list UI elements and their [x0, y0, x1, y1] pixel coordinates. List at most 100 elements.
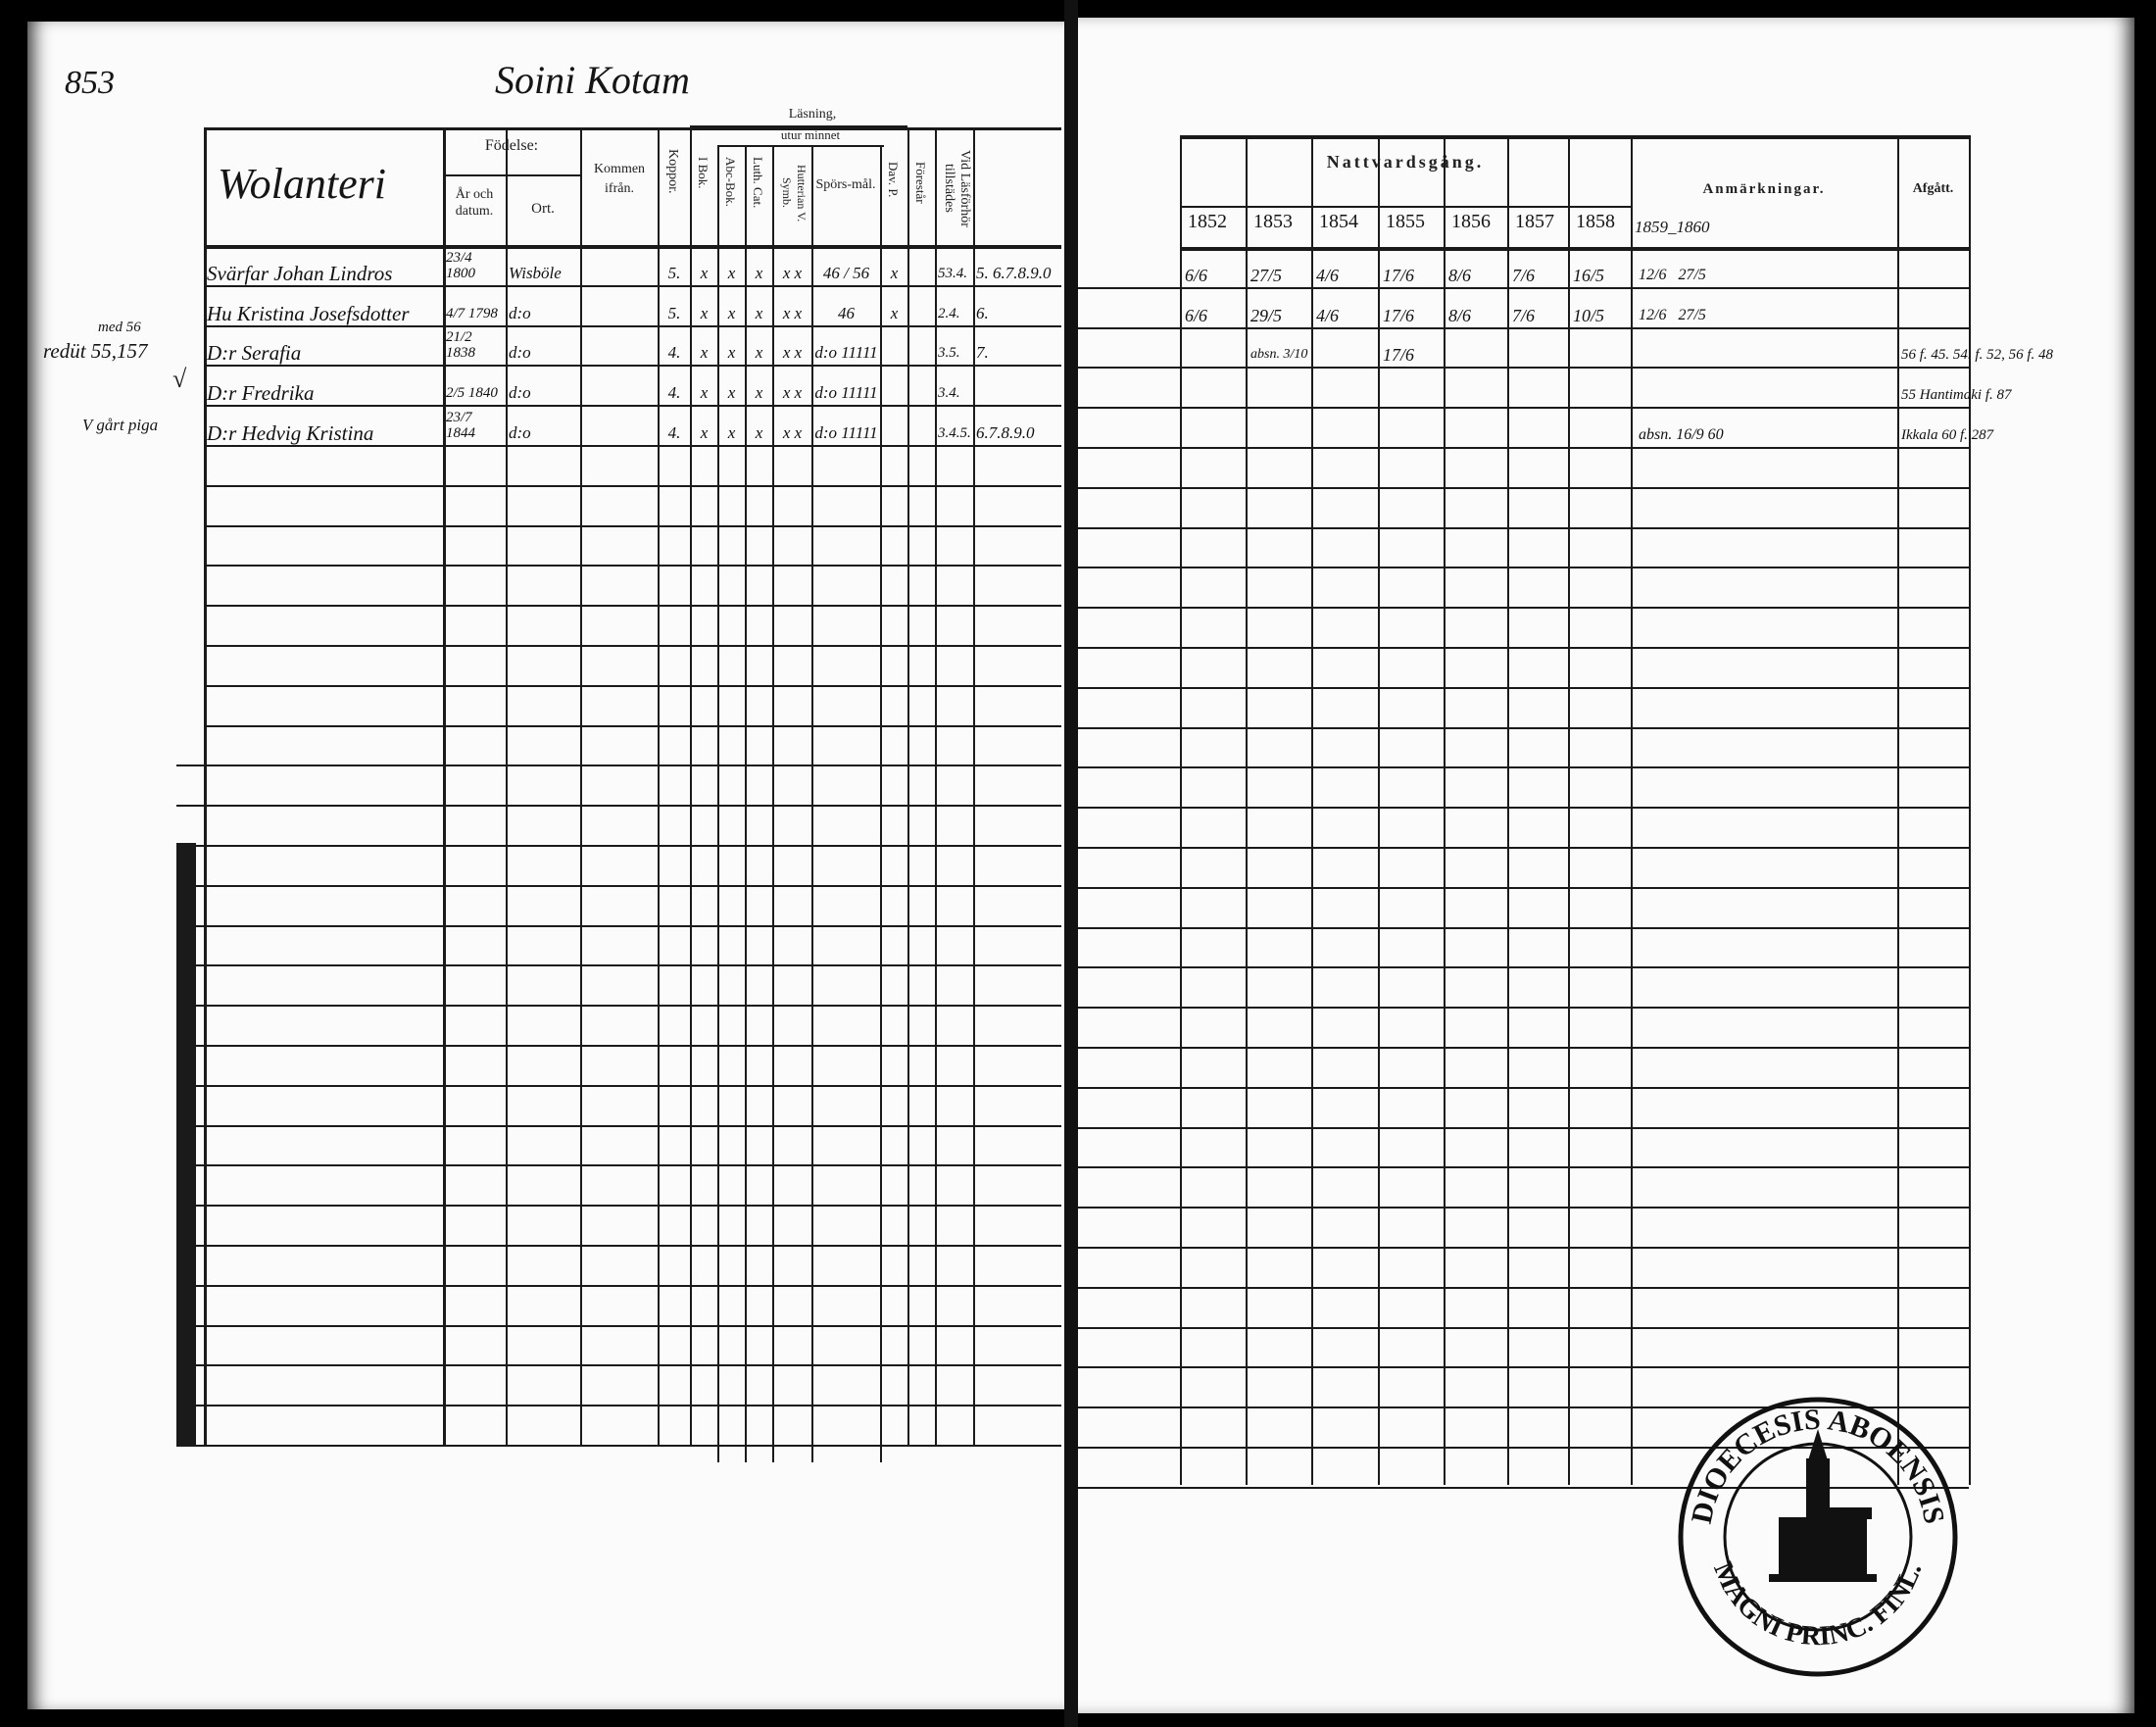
rule-line	[176, 884, 1061, 887]
abc-bok-cell: x	[727, 303, 736, 322]
rule-line	[204, 565, 1061, 567]
birth-date-cell: 23/7 1844	[446, 409, 475, 441]
dav-p-cell	[883, 365, 906, 405]
rule-line	[176, 1005, 1061, 1008]
right-page	[1078, 18, 2134, 1713]
rule-line	[1078, 1207, 1969, 1209]
luth-cat-cell: x	[755, 303, 763, 322]
rule-line	[1078, 807, 1969, 810]
hutterian-cell: x x	[782, 383, 803, 403]
communion-date-cell: 4/6	[1316, 305, 1340, 325]
rule-line	[1078, 1326, 1969, 1329]
communion-date-cell	[1185, 367, 1243, 407]
name-cell: D:r Fredrika	[207, 381, 315, 406]
rule-line	[1078, 1286, 1969, 1289]
rule-line	[204, 605, 1061, 608]
section-label: Wolanteri	[218, 160, 386, 208]
communion-date-cell	[1448, 407, 1504, 447]
rule-line	[1180, 206, 1631, 208]
rule-line	[204, 445, 1061, 447]
margin-note: redüt 55,157	[43, 339, 148, 363]
rule-line	[176, 1164, 1061, 1167]
departed-cell: 55 Hantimaki f. 87	[1901, 387, 2012, 404]
i-bok-cell: x	[700, 383, 709, 403]
header-forestar: Förestår	[913, 162, 928, 204]
remarks-cell	[1639, 327, 1889, 368]
spors-mal-cell: d:o 11111	[814, 383, 878, 403]
communion-date-cell	[1316, 327, 1375, 368]
birth-place-cell: Wisböle	[509, 263, 562, 282]
rule-line	[204, 484, 1061, 487]
rule-line	[176, 845, 1061, 847]
communion-date-cell: 7/6	[1512, 265, 1536, 285]
header-year: 1853	[1253, 211, 1293, 232]
dav-p-cell: x	[890, 263, 899, 282]
margin-note: √	[172, 365, 187, 393]
hutterian-cell: x x	[782, 263, 803, 282]
lasforhor-cell: 2.4.	[938, 305, 960, 321]
communion-date-cell: absn. 3/10	[1250, 347, 1308, 363]
rule-line	[204, 127, 1061, 130]
rule-line	[1078, 966, 1969, 969]
name-cell: Svärfar Johan Lindros	[207, 261, 393, 285]
rule-line	[1378, 135, 1380, 1485]
birth-place-cell: d:o	[509, 303, 531, 322]
lasforhor-cell: 3.4.5.	[938, 424, 971, 441]
forestar-cell	[910, 365, 933, 405]
rule-line	[176, 1245, 1061, 1247]
communion-date-cell: 6/6	[1185, 265, 1208, 285]
church-icon	[1769, 1429, 1877, 1582]
lasforhor-cont-cell: 5. 6.7.8.9.0	[976, 263, 1052, 282]
dav-p-cell: x	[890, 303, 899, 322]
birth-place-cell: d:o	[509, 422, 531, 442]
rule-line	[690, 127, 692, 1445]
communion-date-cell	[1250, 367, 1308, 407]
came-from-cell	[583, 365, 656, 405]
spors-mal-cell: d:o 11111	[814, 343, 878, 363]
rule-line	[717, 145, 884, 147]
smallpox-cell: 4.	[667, 343, 681, 363]
rule-line	[506, 127, 508, 1445]
abc-bok-cell: x	[727, 343, 736, 363]
spors-mal-cell: 46	[838, 303, 855, 322]
header-ort: Ort.	[531, 201, 555, 217]
forestar-cell	[910, 325, 933, 366]
rule-line	[176, 765, 1061, 767]
header-abc-bok: Abc-Bok.	[723, 157, 738, 207]
rule-line	[1078, 1486, 1969, 1489]
abc-bok-cell: x	[727, 383, 736, 403]
spors-mal-cell: d:o 11111	[814, 422, 878, 442]
rule-line	[1078, 726, 1969, 729]
rule-line	[176, 1364, 1061, 1367]
header-fodelse: Födelse:	[484, 137, 539, 154]
smallpox-cell: 5.	[667, 263, 681, 282]
page-title: Soini Kotam	[495, 58, 690, 102]
hutterian-cell: x x	[782, 422, 803, 442]
header-utur-minnet: utur minnet	[780, 127, 841, 142]
smallpox-cell: 5.	[667, 303, 681, 322]
rule-line	[1078, 286, 1969, 289]
rule-line	[1078, 926, 1969, 929]
rule-line	[1078, 647, 1969, 649]
rule-line	[745, 145, 747, 1462]
communion-date-cell: 6/6	[1185, 305, 1208, 325]
rule-line	[1311, 135, 1313, 1485]
lasforhor-cell: 53.4.	[938, 265, 967, 281]
rule-line	[1078, 1447, 1969, 1449]
rule-line	[1507, 135, 1509, 1485]
remarks-cell: absn. 16/9 60	[1639, 425, 1724, 443]
smallpox-cell: 4.	[667, 383, 681, 403]
rule-line	[176, 1205, 1061, 1208]
header-anmarkningar: Anmärkningar.	[1702, 181, 1826, 197]
communion-date-cell: 8/6	[1448, 305, 1472, 325]
rule-line	[176, 1405, 1061, 1407]
i-bok-cell: x	[700, 422, 709, 442]
header-ar-och-datum: År och datum.	[455, 187, 494, 219]
rule-line	[1078, 407, 1969, 410]
margin-note: V gårt piga	[82, 416, 159, 434]
rule-line	[1246, 135, 1248, 1485]
rule-line	[204, 645, 1061, 647]
hutterian-cell: x x	[782, 303, 803, 322]
rule-line	[176, 1124, 1061, 1127]
rule-line	[176, 924, 1061, 927]
